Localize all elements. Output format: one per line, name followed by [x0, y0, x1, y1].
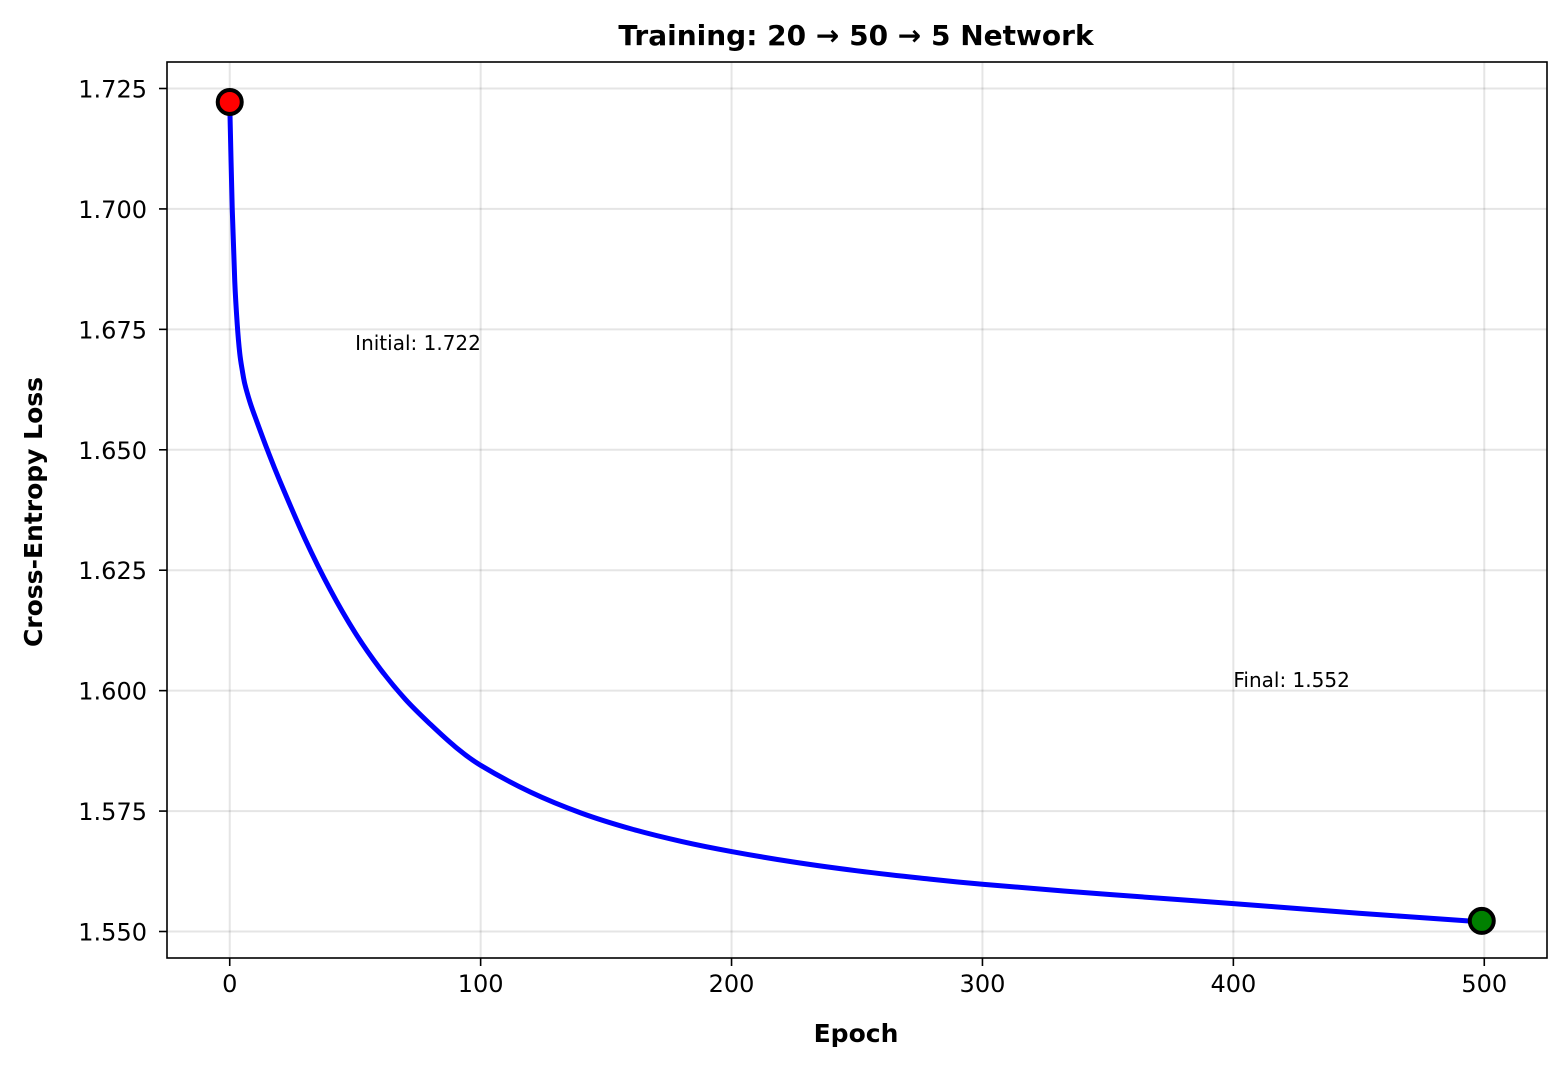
x-tick-label: 200 [709, 970, 755, 998]
x-tick-label: 300 [960, 970, 1006, 998]
x-tick-label: 500 [1461, 970, 1507, 998]
y-tick-label: 1.575 [78, 798, 147, 826]
initial-marker [215, 87, 244, 116]
annotation-layer: Initial: 1.722 Final: 1.552 [355, 331, 1350, 692]
y-tick-label: 1.550 [78, 919, 147, 947]
y-tick-label: 1.675 [78, 316, 147, 344]
grid [167, 62, 1547, 958]
y-tick-label: 1.600 [78, 678, 147, 706]
tick-layer: 0 100 200 300 400 500 1.550 1.575 1.600 1.625 1.65… [78, 75, 1507, 998]
marker-layer [215, 87, 1496, 935]
final-marker [1467, 906, 1496, 935]
chart-title: Training: 20 → 50 → 5 Network [618, 19, 1095, 52]
x-axis-label: Epoch [814, 1019, 899, 1048]
y-tick-label: 1.725 [78, 75, 147, 103]
x-tick-label: 0 [222, 970, 237, 998]
y-tick-label: 1.650 [78, 437, 147, 465]
y-axis-label: Cross-Entropy Loss [19, 377, 48, 647]
x-tick-label: 400 [1210, 970, 1256, 998]
x-tick-label: 100 [458, 970, 504, 998]
loss-curve [227, 100, 1485, 925]
initial-annotation: Initial: 1.722 [355, 331, 481, 355]
plot-frame [166, 61, 1548, 959]
series-layer [227, 100, 1485, 925]
final-annotation: Final: 1.552 [1233, 668, 1349, 692]
y-tick-label: 1.625 [78, 557, 147, 585]
y-tick-label: 1.700 [78, 196, 147, 224]
